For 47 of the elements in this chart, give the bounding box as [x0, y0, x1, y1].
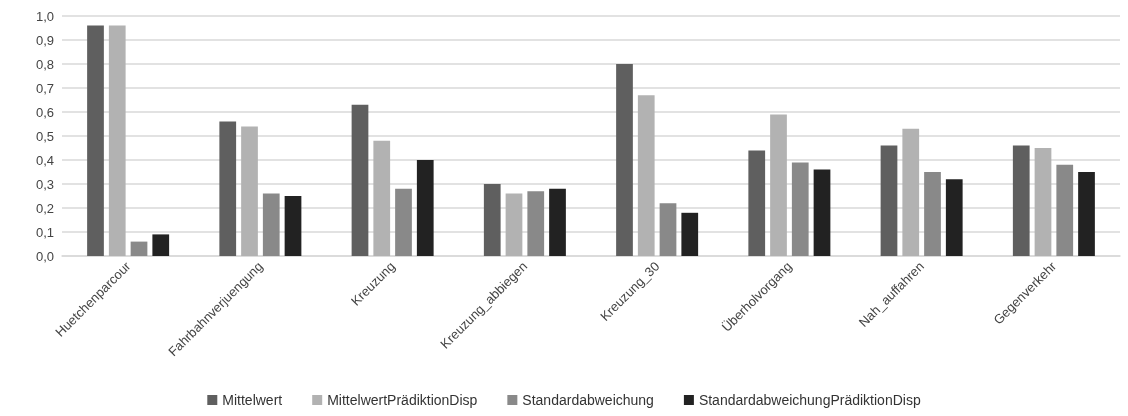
y-tick-label: 0,1	[35, 224, 54, 240]
legend-label: Mittelwert	[222, 392, 283, 408]
legend-label: MittelwertPrädiktionDisp	[327, 392, 478, 408]
bar	[681, 212, 699, 256]
bar	[1012, 145, 1030, 256]
bar	[813, 169, 831, 256]
bar	[152, 234, 170, 256]
y-tick-label: 0,6	[35, 104, 54, 120]
y-tick-label: 0,2	[35, 200, 54, 216]
bar	[616, 64, 633, 256]
bar	[549, 188, 566, 256]
y-tick-label: 0,5	[35, 128, 54, 144]
y-tick-label: 0,7	[35, 80, 54, 96]
bar	[1078, 172, 1095, 256]
bar	[416, 160, 434, 256]
bar	[395, 188, 412, 256]
bar	[902, 128, 920, 256]
legend-label: Standardabweichung	[522, 392, 654, 408]
bar	[108, 25, 126, 256]
y-tick-label: 0,0	[35, 248, 54, 264]
y-tick-label: 0,9	[35, 32, 54, 48]
bar	[87, 25, 104, 256]
bar	[1056, 164, 1074, 256]
bar	[637, 95, 655, 256]
y-tick-label: 0,3	[35, 176, 54, 192]
y-tick-label: 1,0	[35, 8, 54, 24]
bar	[505, 193, 523, 256]
bar	[770, 114, 787, 256]
bar	[241, 126, 258, 256]
bar	[791, 162, 809, 256]
bar	[483, 184, 501, 256]
bar	[880, 145, 898, 256]
bar	[130, 241, 148, 256]
bar	[924, 172, 941, 256]
bar	[659, 203, 677, 256]
bar	[1034, 148, 1052, 256]
bar	[262, 193, 280, 256]
bar	[219, 121, 237, 256]
y-tick-label: 0,8	[35, 56, 54, 72]
bar	[373, 140, 391, 256]
bar	[527, 191, 545, 256]
y-tick-label: 0,4	[35, 152, 54, 168]
bar	[748, 150, 766, 256]
legend-label: StandardabweichungPrädiktionDisp	[698, 392, 921, 408]
bar	[351, 104, 369, 256]
bar	[284, 196, 302, 256]
bar	[945, 179, 963, 256]
